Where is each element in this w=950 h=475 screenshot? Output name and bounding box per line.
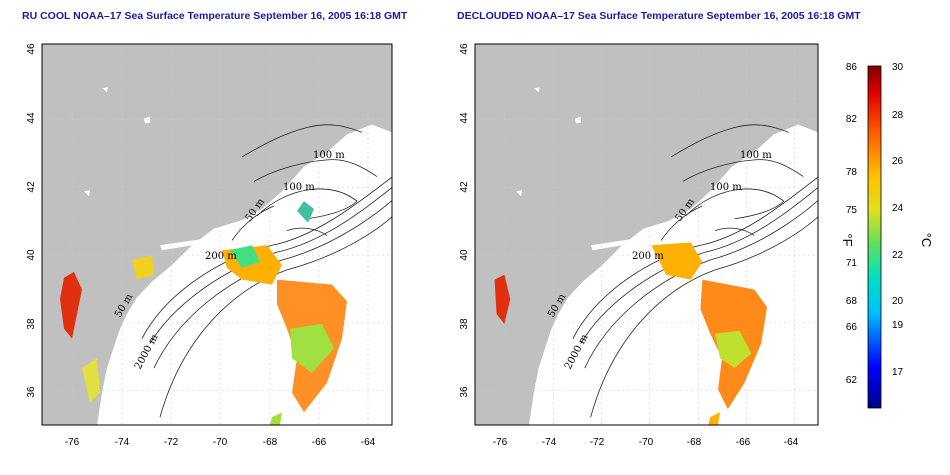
f-tick-label: 68 bbox=[846, 296, 858, 307]
celsius-axis-label: °C bbox=[919, 233, 934, 248]
lat-tick-label: 40 bbox=[459, 249, 470, 261]
lon-tick-label: -76 bbox=[65, 437, 80, 448]
lon-tick-label: -72 bbox=[164, 437, 179, 448]
lat-tick-label: 44 bbox=[459, 112, 470, 124]
lon-tick-label: -72 bbox=[590, 437, 605, 448]
f-tick-label: 75 bbox=[846, 205, 858, 216]
left-panel-title: RU COOL NOAA–17 Sea Surface Temperature … bbox=[22, 10, 408, 22]
lon-tick-label: -66 bbox=[312, 437, 327, 448]
left-map: 100 m 100 m 50 m 200 m 50 m 2000 m -76 -… bbox=[26, 43, 393, 448]
contour-label: 100 m bbox=[740, 150, 772, 161]
c-tick-label: 26 bbox=[892, 156, 904, 167]
lon-tick-label: -68 bbox=[687, 437, 702, 448]
lon-tick-label: -66 bbox=[736, 437, 751, 448]
lon-tick-label: -64 bbox=[784, 437, 799, 448]
fahrenheit-axis-label: °F bbox=[840, 233, 855, 246]
right-panel-title: DECLOUDED NOAA–17 Sea Surface Temperatur… bbox=[457, 10, 861, 22]
lon-tick-label: -74 bbox=[115, 437, 130, 448]
lon-tick-label: -76 bbox=[493, 437, 508, 448]
left-map-area bbox=[42, 44, 392, 425]
lon-tick-label: -64 bbox=[361, 437, 376, 448]
c-tick-label: 20 bbox=[892, 296, 904, 307]
c-tick-label: 28 bbox=[892, 110, 904, 121]
c-tick-label: 17 bbox=[892, 367, 904, 378]
c-tick-label: 19 bbox=[892, 320, 904, 331]
f-tick-label: 62 bbox=[846, 375, 858, 386]
lat-tick-label: 42 bbox=[26, 181, 37, 193]
celsius-ticks: 30 28 26 24 22 20 19 17 bbox=[892, 62, 904, 378]
c-tick-label: 24 bbox=[892, 203, 904, 214]
lat-tick-label: 42 bbox=[459, 181, 470, 193]
lat-tick-label: 38 bbox=[459, 318, 470, 330]
lat-tick-label: 40 bbox=[26, 249, 37, 261]
lon-tick-label: -68 bbox=[263, 437, 278, 448]
sst-data-right bbox=[494, 242, 768, 425]
lat-tick-label: 44 bbox=[26, 112, 37, 124]
contour-label: 100 m bbox=[283, 182, 315, 193]
sst-data-left bbox=[60, 201, 347, 425]
contour-label: 100 m bbox=[313, 150, 345, 161]
lon-tick-label: -70 bbox=[213, 437, 228, 448]
lon-tick-label: -70 bbox=[639, 437, 654, 448]
c-tick-label: 22 bbox=[892, 250, 904, 261]
right-map-area bbox=[475, 44, 818, 425]
right-lat-ticks: 36 38 40 42 44 46 bbox=[459, 43, 470, 398]
lat-tick-label: 46 bbox=[459, 43, 470, 55]
colorbar: 86 82 78 75 71 68 66 62 30 28 26 24 22 2… bbox=[840, 62, 934, 409]
f-tick-label: 82 bbox=[846, 114, 858, 125]
lat-tick-label: 38 bbox=[26, 318, 37, 330]
lon-tick-label: -74 bbox=[542, 437, 557, 448]
lat-tick-label: 36 bbox=[26, 386, 37, 398]
f-tick-label: 66 bbox=[846, 322, 858, 333]
right-map: 100 m 100 m 50 m 200 m 50 m 2000 m -76 -… bbox=[459, 43, 819, 448]
left-lon-ticks: -76 -74 -72 -70 -68 -66 -64 bbox=[65, 437, 376, 448]
c-tick-label: 30 bbox=[892, 62, 904, 73]
lat-tick-label: 36 bbox=[459, 386, 470, 398]
contour-label: 100 m bbox=[710, 182, 742, 193]
right-lon-ticks: -76 -74 -72 -70 -68 -66 -64 bbox=[493, 437, 799, 448]
contour-label: 200 m bbox=[632, 251, 664, 262]
f-tick-label: 71 bbox=[846, 258, 858, 269]
colorbar-gradient bbox=[867, 65, 882, 409]
fahrenheit-ticks: 86 82 78 75 71 68 66 62 bbox=[846, 62, 858, 386]
left-lat-ticks: 36 38 40 42 44 46 bbox=[26, 43, 37, 398]
contour-label: 200 m bbox=[205, 251, 237, 262]
lat-tick-label: 46 bbox=[26, 43, 37, 55]
f-tick-label: 86 bbox=[846, 62, 858, 73]
f-tick-label: 78 bbox=[846, 167, 858, 178]
